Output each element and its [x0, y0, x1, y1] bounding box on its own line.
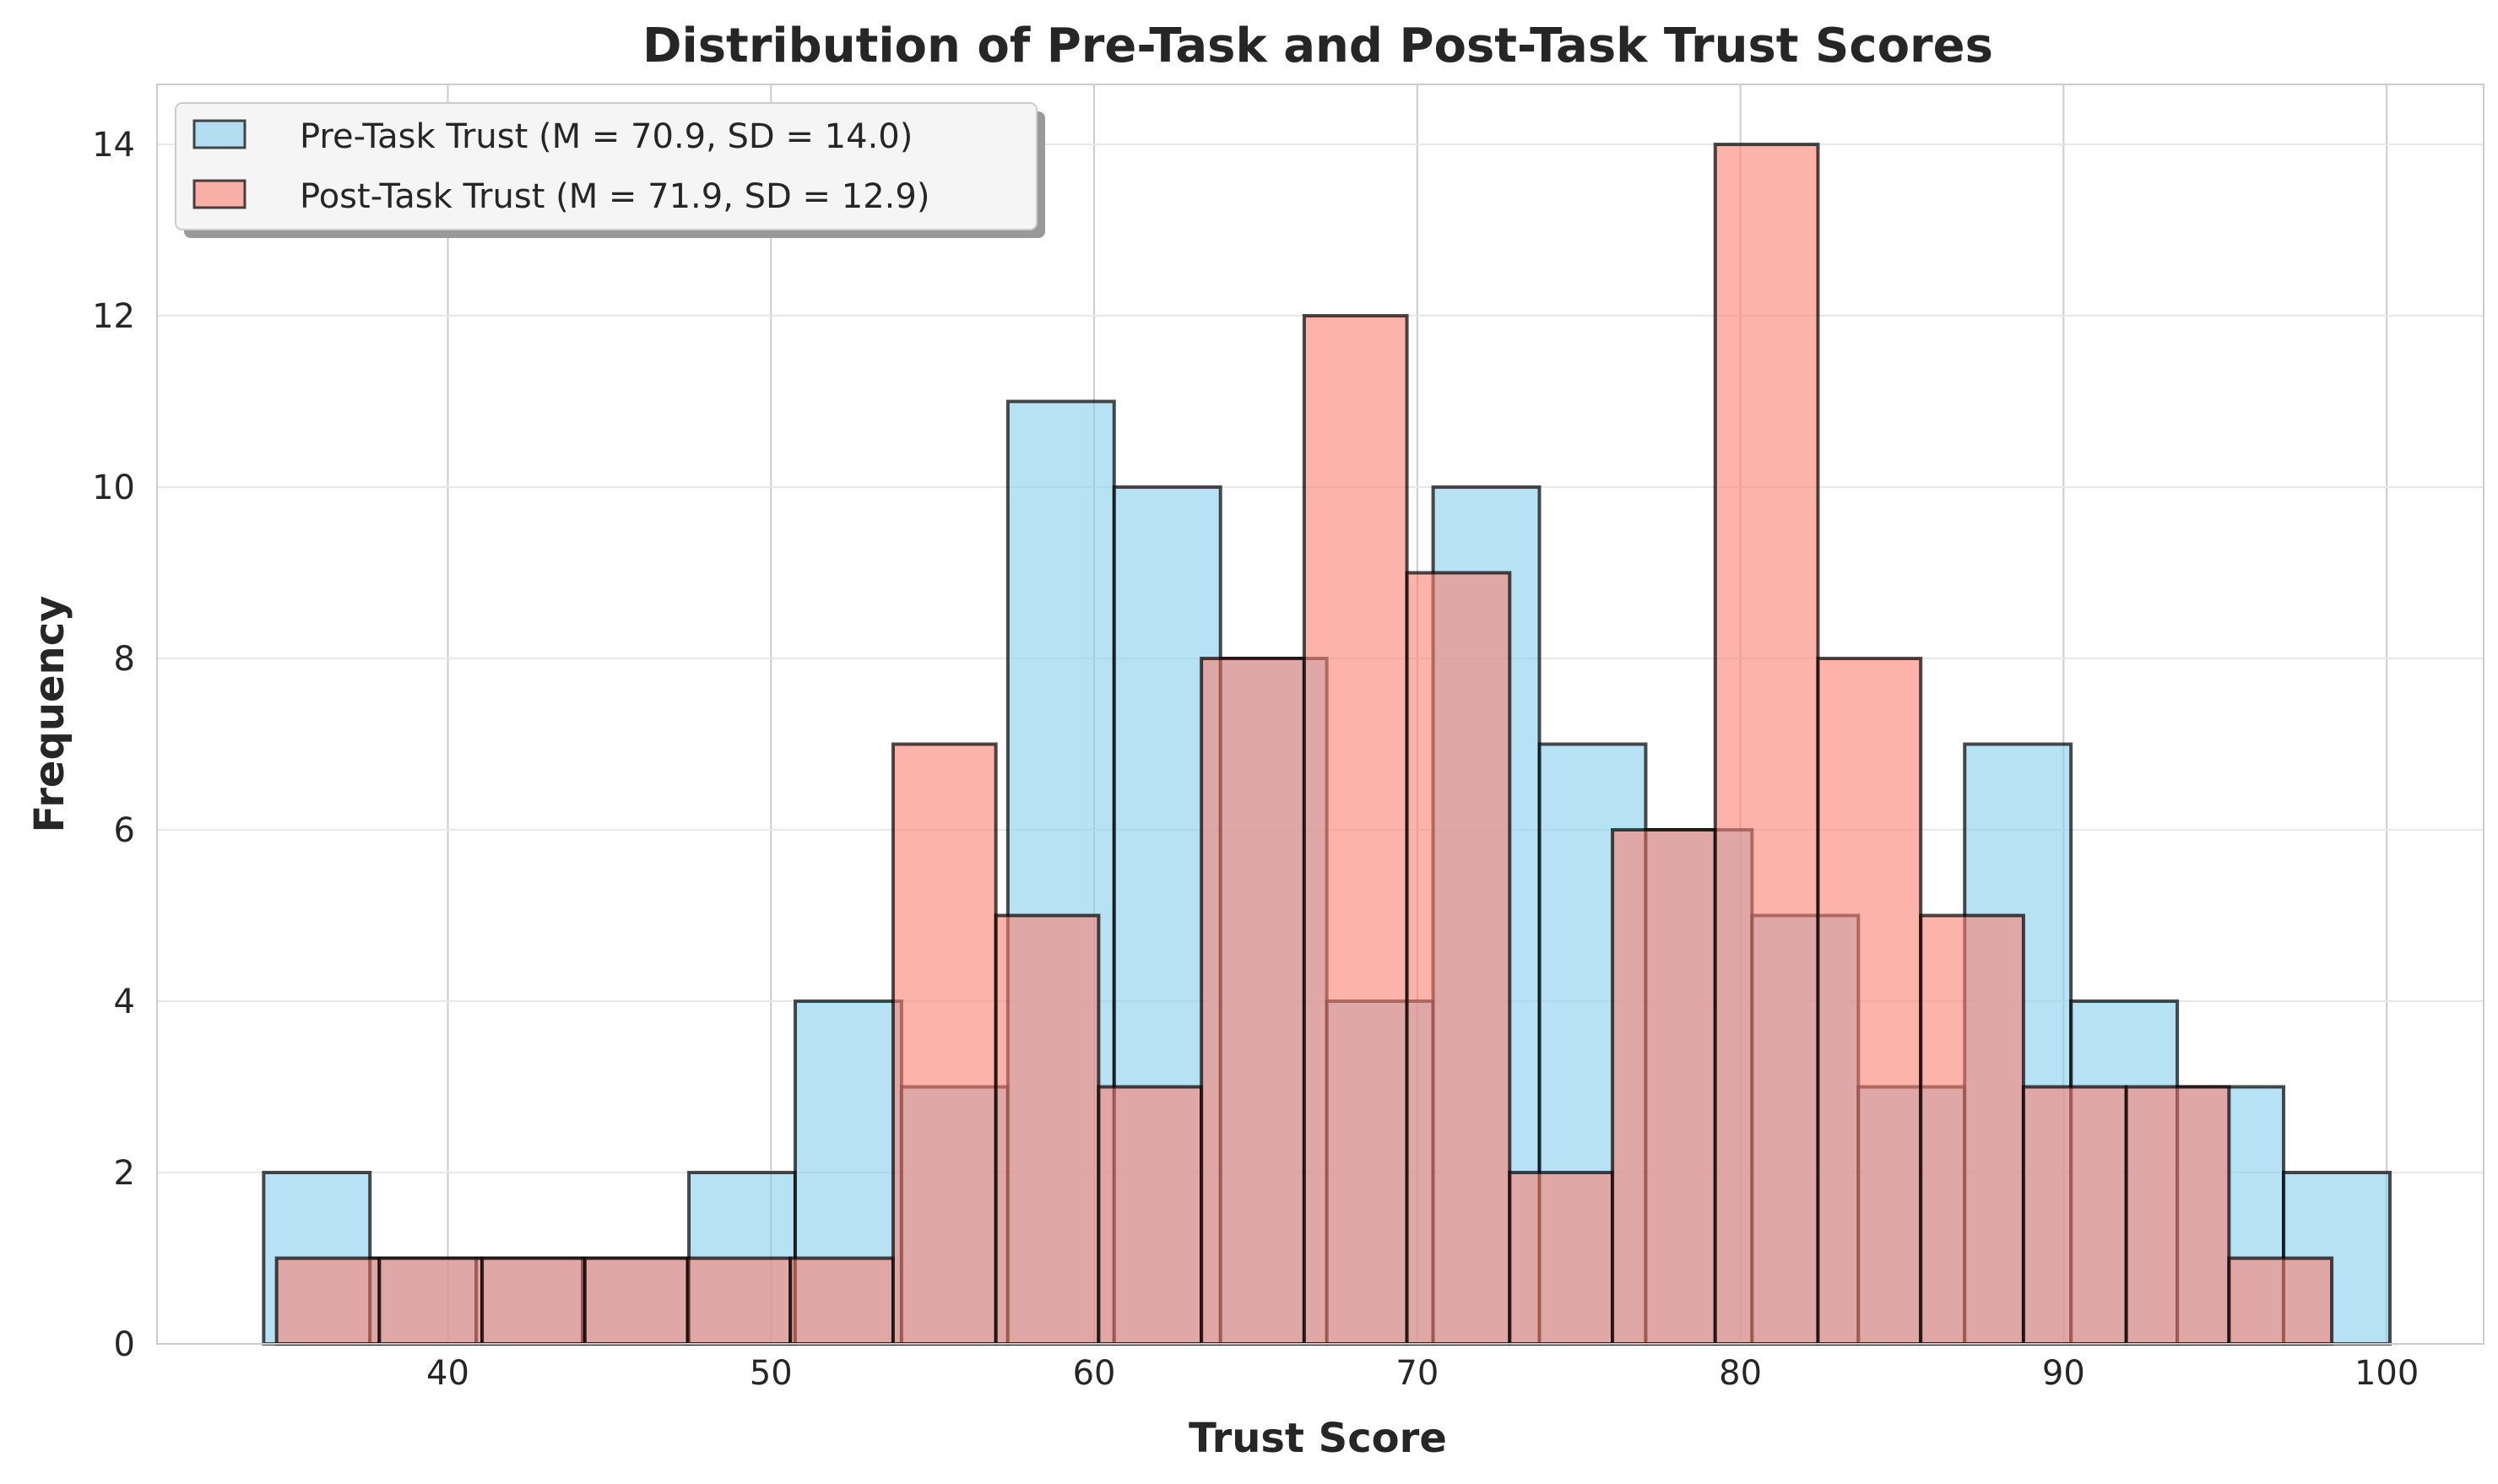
bar-post-task — [1919, 913, 2025, 1346]
x-axis-label: Trust Score — [1189, 1415, 1447, 1462]
legend-label-pre-task: Pre-Task Trust (M = 70.9, SD = 14.0) — [300, 117, 913, 156]
bar-post-task — [1713, 143, 1820, 1346]
bar-post-task — [1405, 571, 1512, 1346]
bar-post-task — [685, 1256, 793, 1346]
y-tick-label: 12 — [92, 297, 135, 336]
x-axis-ticks: 40 50 60 70 80 90 100 — [426, 1354, 2419, 1393]
legend-label-post-task: Post-Task Trust (M = 71.9, SD = 12.9) — [300, 177, 929, 216]
legend-box — [175, 102, 1038, 230]
bar-post-task — [1508, 1171, 1615, 1346]
y-tick-label: 0 — [114, 1325, 135, 1364]
y-tick-label: 2 — [114, 1154, 135, 1193]
bar-post-task — [2124, 1085, 2231, 1346]
y-tick-label: 6 — [114, 811, 135, 850]
bar-post-task — [994, 913, 1101, 1346]
plot-frame — [156, 84, 2484, 1345]
y-tick-label: 4 — [114, 983, 135, 1021]
bar-post-task — [1200, 657, 1306, 1346]
bar-post-task — [480, 1256, 587, 1346]
y-axis-ticks: 0 2 4 6 8 10 12 14 — [92, 126, 135, 1364]
bar-post-task — [1302, 314, 1409, 1346]
y-tick-label: 10 — [92, 468, 135, 507]
bar-post-task — [2227, 1256, 2334, 1346]
x-tick-label: 80 — [1719, 1354, 1762, 1393]
y-tick-label: 14 — [92, 126, 135, 165]
x-tick-label: 100 — [2354, 1354, 2419, 1393]
bar-post-task — [1097, 1085, 1204, 1346]
legend-swatch-post-task — [192, 179, 247, 209]
histogram-bars — [262, 143, 2392, 1346]
bar-post-task — [891, 742, 998, 1346]
x-tick-label: 70 — [1395, 1354, 1439, 1393]
legend: Pre-Task Trust (M = 70.9, SD = 14.0) Pos… — [175, 102, 1045, 238]
y-tick-label: 8 — [114, 640, 135, 679]
bar-post-task — [274, 1256, 382, 1346]
bar-post-task — [377, 1256, 485, 1346]
plot-area — [156, 84, 2484, 1346]
bar-post-task — [2021, 1085, 2128, 1346]
y-axis-label: Frequency — [26, 596, 73, 833]
x-tick-label: 40 — [426, 1354, 469, 1393]
legend-swatch-pre-task — [192, 119, 247, 149]
x-tick-label: 50 — [750, 1354, 793, 1393]
x-tick-label: 90 — [2042, 1354, 2085, 1393]
bar-post-task — [788, 1256, 895, 1346]
chart-title: Distribution of Pre-Task and Post-Task T… — [642, 19, 1993, 73]
bar-post-task — [1816, 657, 1923, 1346]
x-tick-label: 60 — [1073, 1354, 1116, 1393]
bar-post-task — [583, 1256, 690, 1346]
bar-post-task — [1611, 828, 1717, 1346]
